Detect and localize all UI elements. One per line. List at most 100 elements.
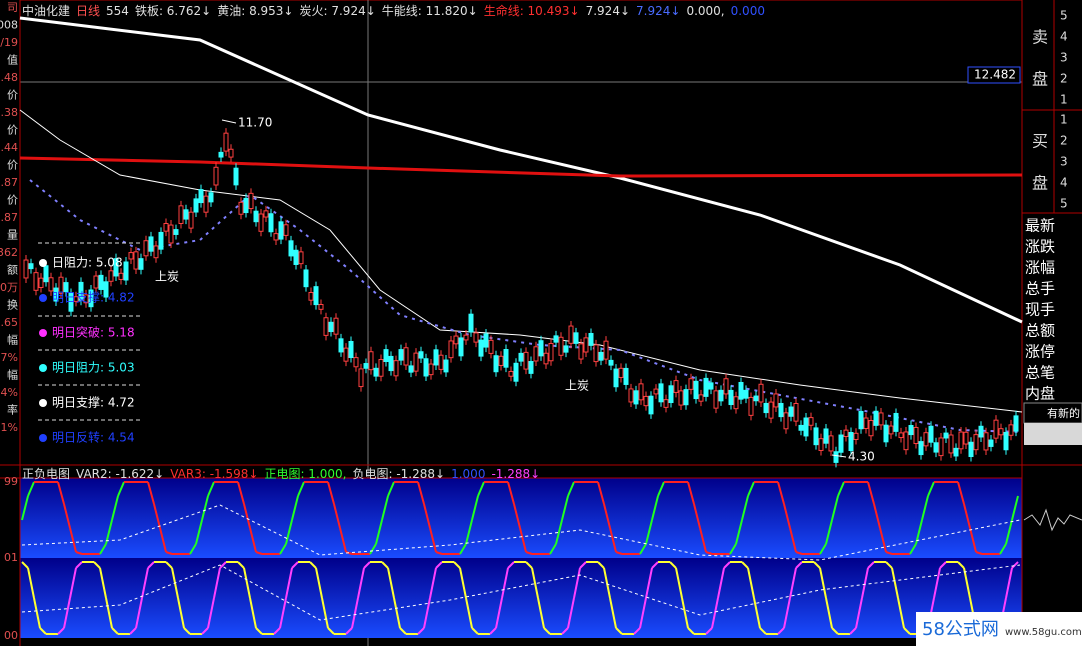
candle <box>68 293 74 312</box>
ind-seg <box>579 561 587 569</box>
ind-seg <box>783 503 791 529</box>
candle <box>318 304 324 310</box>
header: 中油化建 日线 554 铁板: 6.762↓ 黄油: 8.953↓ 炭火: 7.924↓ 牛… <box>22 2 771 19</box>
candle <box>598 351 604 361</box>
candle <box>323 317 329 336</box>
candle <box>498 355 504 366</box>
candle <box>848 432 854 452</box>
sidebar-item: .38 <box>1 106 19 119</box>
ind-seg <box>813 561 821 569</box>
candle <box>983 432 989 451</box>
candle <box>838 434 844 453</box>
candle <box>173 229 179 235</box>
ind-seg <box>249 527 257 553</box>
candle <box>738 381 744 400</box>
candle <box>148 236 154 252</box>
ind-seg <box>645 519 653 545</box>
sidebar-item: .87 <box>1 211 19 224</box>
ind-seg <box>345 627 353 635</box>
candle <box>973 434 979 451</box>
candle <box>73 296 79 302</box>
candle <box>513 362 519 382</box>
ind-seg <box>567 597 575 629</box>
candle <box>493 355 499 373</box>
candle <box>583 337 589 353</box>
candle <box>698 394 704 402</box>
candle <box>758 383 764 403</box>
indicator-lines <box>21 481 1021 635</box>
ind-seg <box>459 543 467 555</box>
candle <box>928 425 934 443</box>
ind-seg <box>189 543 197 555</box>
candle <box>518 352 524 362</box>
ind-seg <box>465 519 473 545</box>
ind-seg <box>675 567 683 599</box>
sidebar-item: 74% <box>0 386 18 399</box>
candle <box>378 359 384 377</box>
ind-seg <box>255 551 263 555</box>
ind-seg <box>435 561 443 569</box>
candle <box>123 261 129 281</box>
sidebar-item: 价 <box>7 124 18 137</box>
notice[interactable]: 有新的 <box>1047 406 1080 420</box>
ind-seg <box>339 527 347 553</box>
candle <box>533 346 539 362</box>
sell-label: 盘 <box>1032 70 1048 89</box>
ma-thin <box>19 109 1023 413</box>
ind-seg <box>117 481 125 497</box>
ind-seg <box>909 543 917 555</box>
ind-seg <box>549 543 557 555</box>
ind-seg <box>309 561 317 569</box>
candle <box>903 431 909 451</box>
ind-seg <box>63 503 71 529</box>
ind-seg <box>357 567 365 599</box>
ind-seg <box>513 503 521 529</box>
ind-seg <box>219 561 227 569</box>
candle <box>733 396 739 410</box>
ind-seg <box>999 543 1007 555</box>
sell-label: 卖 <box>1032 28 1048 47</box>
candle <box>133 251 139 270</box>
ind-seg <box>519 527 527 553</box>
ind-seg <box>27 567 35 599</box>
legend-dot <box>39 294 47 302</box>
candle <box>898 432 904 439</box>
ind-seg <box>471 627 479 635</box>
candle <box>348 340 354 359</box>
legend-item: 日阻力: 5.08 <box>52 256 123 270</box>
ind-seg <box>507 481 515 505</box>
header-item: 中油化建 <box>22 4 71 18</box>
candle <box>253 210 259 223</box>
candle <box>408 365 414 373</box>
ind-seg <box>825 519 833 545</box>
candle <box>258 213 264 232</box>
candle <box>233 167 239 186</box>
ind-seg <box>69 567 77 599</box>
sidebar-item: 008 <box>0 19 18 32</box>
candle <box>643 395 649 407</box>
candle <box>23 259 29 279</box>
header-item: VAR3: -1.598↓ <box>170 467 259 481</box>
candle <box>353 357 359 368</box>
candle <box>298 251 304 265</box>
candle <box>158 231 164 250</box>
ind-seg <box>417 627 425 635</box>
candle <box>28 263 34 270</box>
ind-seg <box>237 561 245 569</box>
candle <box>418 351 424 359</box>
candle <box>818 438 824 451</box>
candle <box>38 277 44 288</box>
ind-seg <box>327 627 335 635</box>
candle <box>663 399 669 408</box>
candle <box>558 336 564 356</box>
header-item: 黄油: 8.953↓ <box>217 4 294 18</box>
ind-seg <box>705 551 713 555</box>
ind-seg <box>927 481 935 497</box>
ind-seg <box>165 551 173 555</box>
ind-seg <box>369 543 377 555</box>
ind-seg <box>603 503 611 529</box>
candle <box>188 211 194 229</box>
candle <box>163 223 169 232</box>
candle <box>538 340 544 357</box>
header-item: 铁板: 6.762↓ <box>134 4 212 18</box>
